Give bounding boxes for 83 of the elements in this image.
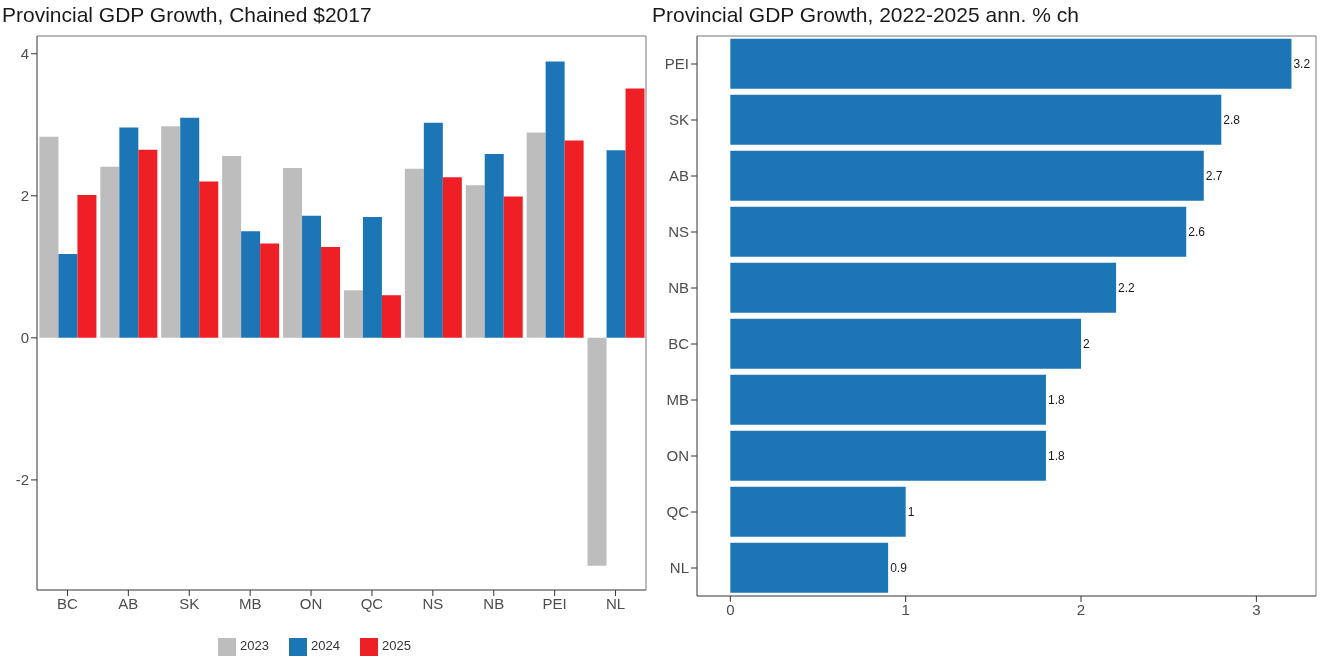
x-tick-label: PEI (542, 594, 567, 612)
bar (730, 430, 1046, 481)
x-tick-label: 3 (1252, 600, 1261, 618)
y-tick-label: BC (668, 335, 690, 353)
x-tick-label: 1 (901, 600, 910, 618)
data-label: 2 (1083, 337, 1091, 352)
bar (730, 318, 1082, 369)
bar (730, 374, 1046, 425)
bar (730, 486, 906, 537)
bar (302, 215, 322, 338)
bar (119, 127, 139, 338)
y-tick-label: PEI (664, 55, 689, 73)
x-tick-label: 0 (726, 600, 735, 618)
bar (503, 196, 523, 338)
bar (77, 195, 97, 338)
x-tick-label: 2 (1076, 600, 1086, 618)
bar (730, 542, 889, 593)
x-tick-label: SK (179, 594, 200, 612)
y-tick-label: SK (668, 111, 689, 129)
data-label: 1.8 (1047, 393, 1065, 408)
data-label: 0.9 (890, 561, 908, 576)
bar (730, 262, 1117, 313)
bar (381, 295, 401, 338)
y-tick-label: QC (666, 503, 690, 521)
y-tick-label: -2 (15, 471, 29, 489)
data-label: 2.6 (1188, 225, 1206, 240)
bar (423, 122, 443, 338)
x-tick-label: ON (299, 594, 323, 612)
y-tick-label: NL (669, 559, 689, 577)
bar (730, 94, 1222, 145)
bar (606, 150, 626, 338)
bar (730, 150, 1204, 201)
bar (362, 217, 382, 338)
y-tick-label: NS (668, 223, 689, 241)
data-label: 1 (907, 505, 915, 520)
bar (465, 185, 485, 338)
y-tick-label: 2 (20, 187, 29, 205)
bar (587, 337, 607, 566)
data-label: 2.7 (1205, 169, 1223, 184)
y-tick-label: 0 (20, 329, 29, 347)
bar (283, 168, 303, 338)
bar (180, 117, 200, 338)
bar (730, 206, 1187, 257)
bar (625, 88, 645, 338)
x-tick-label: MB (238, 594, 262, 612)
y-tick-label: MB (666, 391, 689, 409)
bar (100, 166, 120, 338)
bar (161, 126, 181, 338)
bar (222, 156, 242, 338)
y-tick-label: ON (666, 447, 689, 465)
bar (39, 136, 59, 338)
bar (442, 177, 462, 338)
bar (545, 61, 565, 338)
chart-title: Provincial GDP Growth, 2022-2025 ann. % ch (652, 2, 1080, 28)
legend-label: 2025 (381, 638, 411, 654)
y-tick-label: 4 (20, 45, 29, 63)
x-tick-label: NS (422, 594, 444, 612)
data-label: 2.8 (1223, 113, 1241, 128)
bar (321, 246, 341, 338)
data-label: 1.8 (1047, 449, 1065, 464)
chart-title: Provincial GDP Growth, Chained $2017 (2, 2, 373, 28)
x-tick-label: NB (483, 594, 505, 612)
bar (343, 290, 363, 338)
bar (260, 243, 280, 338)
bar (138, 149, 158, 338)
x-tick-label: BC (57, 594, 79, 612)
legend-label: 2024 (311, 638, 340, 654)
bar (199, 181, 219, 338)
bar (564, 140, 584, 338)
bar (58, 254, 78, 338)
data-label: 3.2 (1293, 57, 1311, 72)
bar (404, 168, 424, 338)
legend-label: 2023 (240, 638, 270, 654)
y-tick-label: AB (668, 167, 689, 185)
x-tick-label: NL (605, 594, 626, 612)
bar (241, 231, 261, 338)
data-label: 2.2 (1118, 281, 1136, 296)
bar (484, 153, 504, 338)
bar (526, 132, 546, 338)
x-tick-label: QC (360, 594, 384, 612)
bar (730, 38, 1292, 89)
x-tick-label: AB (118, 594, 139, 612)
y-tick-label: NB (668, 279, 689, 297)
